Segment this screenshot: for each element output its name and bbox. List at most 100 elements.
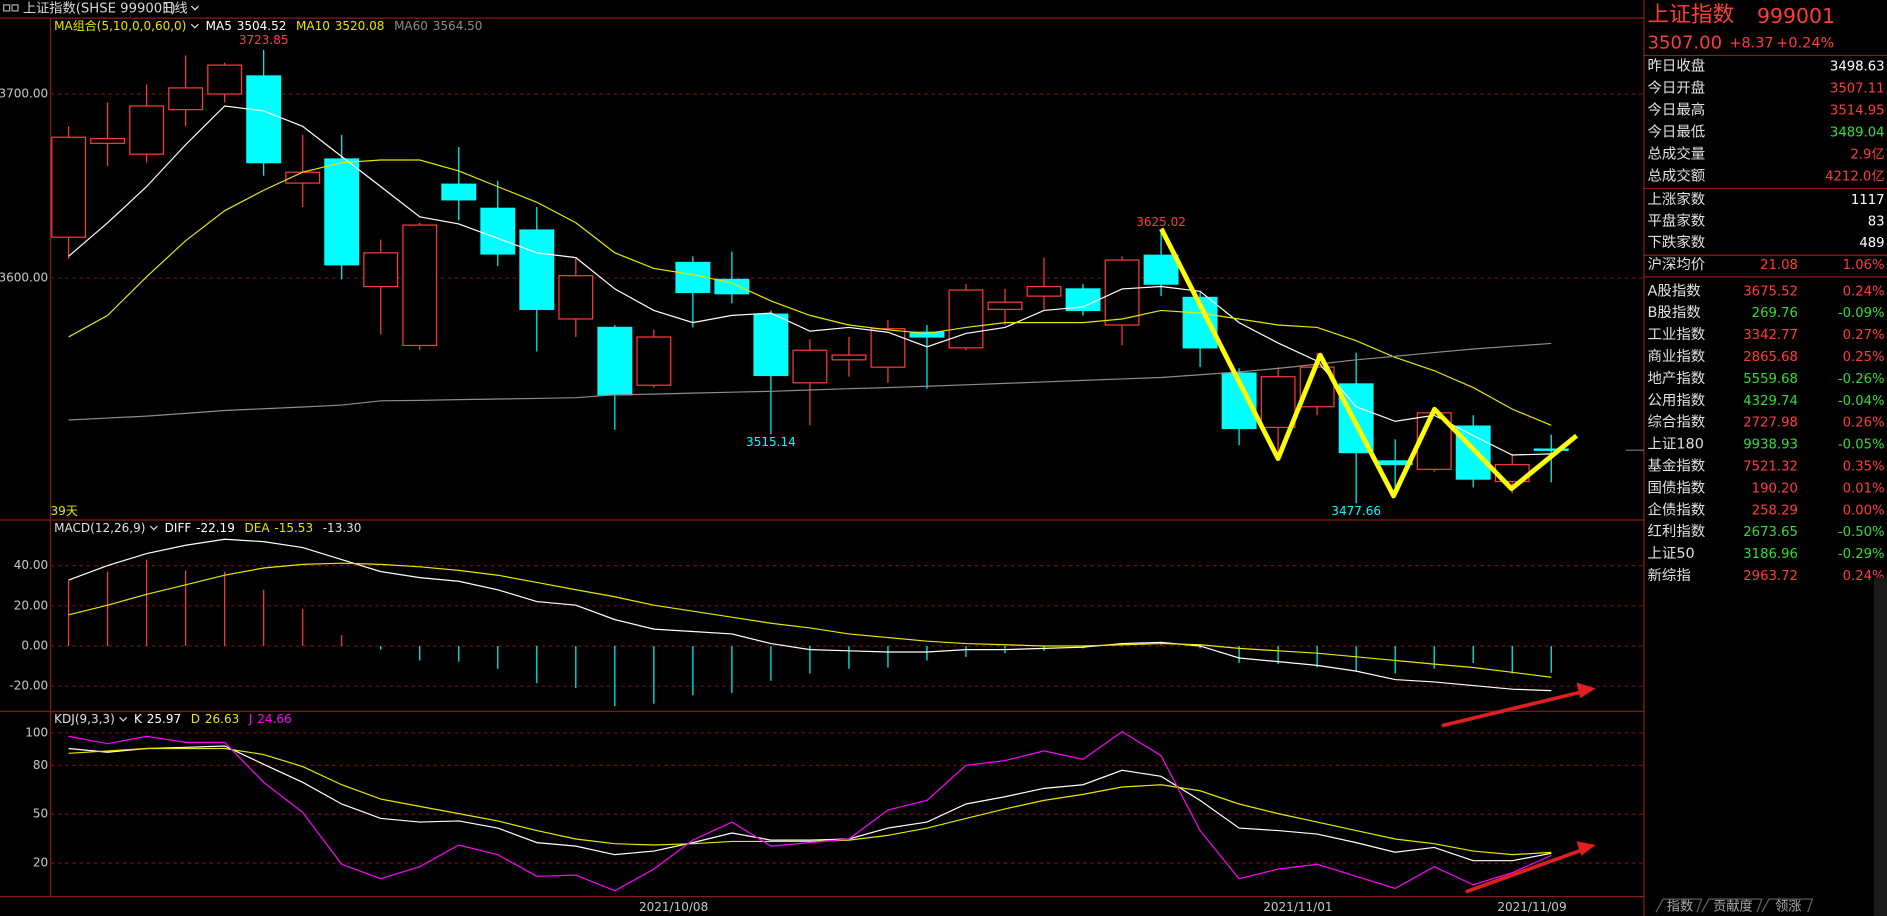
candle-body: [675, 261, 711, 294]
series-line: [68, 745, 1552, 862]
legend-name: J: [248, 712, 253, 726]
tab-shape: [1761, 898, 1814, 913]
annotation-arrowhead: [1576, 682, 1596, 699]
y-tick-label: 40.00: [14, 558, 48, 572]
quote-price: 3507.00: [1648, 32, 1723, 53]
series-line: [68, 747, 1552, 856]
tab-bar: 指数 贡献度 领涨: [1655, 898, 1814, 914]
stat-value: 3342.77: [1743, 328, 1798, 343]
y-tick-label: 0.00: [21, 639, 48, 653]
stat-value: 3675.52: [1743, 284, 1798, 299]
candle-body: [597, 326, 633, 396]
candle-body: [168, 87, 204, 111]
stat-value: 2865.68: [1743, 350, 1798, 365]
stat-pct: -0.05%: [1838, 438, 1885, 453]
stat-value: 2.9亿: [1850, 146, 1884, 162]
stat-pct: 0.24%: [1843, 284, 1885, 299]
stat-pct: 0.26%: [1843, 416, 1885, 431]
stat-value: 3498.63: [1830, 59, 1885, 74]
period-select[interactable]: 日线: [161, 1, 187, 17]
stat-pct: -0.50%: [1838, 525, 1885, 540]
stat-pct: 0.00%: [1843, 503, 1885, 518]
y-tick-label: 20: [33, 856, 48, 870]
stat-label: 昨日收盘: [1648, 56, 1706, 74]
legend-value: 3564.50: [433, 19, 483, 33]
stat-label: 地产指数: [1648, 370, 1706, 387]
series-line: [68, 562, 1552, 678]
stat-label: 国债指数: [1648, 479, 1706, 496]
stat-label: 总成交额: [1648, 166, 1706, 184]
candle-body: [1260, 376, 1296, 428]
stat-value: 4212.0亿: [1825, 168, 1884, 184]
tab[interactable]: 指数: [1667, 898, 1693, 914]
annotation-zigzag: [1159, 227, 1579, 499]
stat-value: 21.08: [1760, 258, 1798, 273]
stat-value: 83: [1868, 215, 1885, 230]
candle-body: [207, 64, 243, 95]
candle-body: [402, 224, 438, 347]
legend-value: 25.97: [147, 712, 181, 726]
legend-name: DIFF: [165, 521, 192, 535]
legend-value: 24.66: [257, 712, 291, 726]
candle-body: [1143, 254, 1179, 285]
sidebar-table: 昨日收盘 3498.63 今日开盘 3507.11 今日最高 3514.95 今日最低 348…: [1643, 56, 1887, 584]
stat-pct: -0.09%: [1838, 306, 1885, 321]
y-tick-label: 50: [33, 807, 48, 821]
candle-body: [129, 105, 165, 155]
header-icon: [11, 4, 19, 12]
series-line: [68, 342, 1552, 421]
candle-body: [90, 137, 126, 144]
legend-name: MA5: [206, 19, 232, 33]
candle-body: [792, 349, 828, 384]
dropdown-arrow[interactable]: [190, 5, 199, 11]
low-label: 3515.14: [746, 435, 796, 449]
stat-value: 9938.93: [1743, 438, 1798, 453]
candle-body: [1026, 285, 1062, 297]
candle-body: [441, 183, 477, 201]
stat-label: 工业指数: [1648, 326, 1706, 343]
candle-body: [753, 313, 789, 377]
candle-body: [987, 301, 1023, 310]
legend-value: 26.63: [205, 712, 239, 726]
stat-value: 269.76: [1752, 306, 1798, 321]
candle-body: [1104, 259, 1140, 326]
stat-pct: 0.25%: [1843, 350, 1885, 365]
legend-value: 3504.52: [237, 19, 287, 33]
legend-dropdown: [119, 716, 128, 722]
stat-label: 基金指数: [1648, 458, 1706, 475]
candle-body: [948, 289, 984, 349]
x-tick-label: 2021/11/01: [1263, 900, 1332, 914]
candle-body: [246, 75, 282, 164]
quote-change-pct: +0.24%: [1776, 35, 1834, 51]
scrollbar[interactable]: [1873, 577, 1887, 916]
stat-value: 2727.98: [1743, 416, 1798, 431]
legend-dropdown: [149, 525, 158, 531]
stat-value: 1117: [1851, 193, 1885, 208]
legend-value: -13.30: [323, 521, 362, 535]
series-line: [68, 159, 1552, 426]
legend-value: -15.53: [274, 521, 313, 535]
annotation-arrowhead: [1576, 841, 1596, 856]
tab-shape: [1701, 898, 1763, 913]
stat-value: 5559.68: [1743, 372, 1798, 387]
legend-title: MACD(12,26,9): [54, 521, 145, 535]
high-label: 3625.02: [1136, 215, 1186, 229]
tab[interactable]: 贡献度: [1713, 898, 1753, 914]
stat-value: 258.29: [1752, 503, 1798, 518]
series-line: [68, 105, 1552, 456]
period-label: 39天: [51, 504, 78, 518]
legend-dropdown: [190, 23, 199, 29]
stat-label: 总成交量: [1648, 144, 1706, 162]
quote-change: +8.37: [1729, 35, 1773, 51]
tab[interactable]: 领涨: [1775, 898, 1801, 914]
stat-value: 3514.95: [1830, 103, 1885, 118]
candle-body: [480, 207, 516, 255]
legend-value: -22.19: [196, 521, 235, 535]
stat-pct: -0.26%: [1838, 372, 1885, 387]
stat-value: 3186.96: [1743, 547, 1798, 562]
stat-value: 4329.74: [1743, 394, 1798, 409]
stat-pct: 0.27%: [1843, 328, 1885, 343]
legend-title: MA组合(5,10,0,0,60,0): [54, 18, 186, 33]
stat-label: 今日开盘: [1648, 78, 1706, 96]
